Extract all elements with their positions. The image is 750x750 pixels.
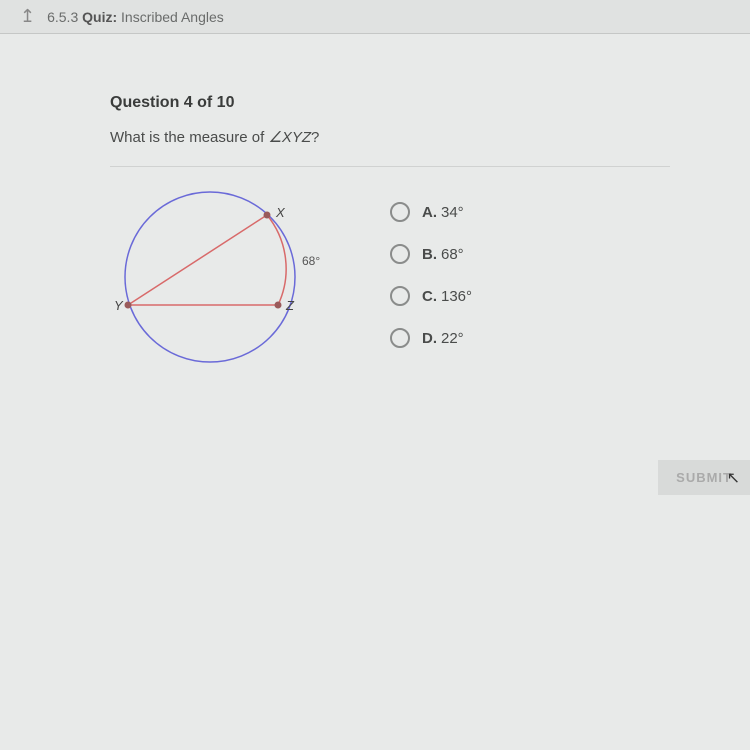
main-row: X Y Z 68° A.34° B.68° C.136° D.22°	[110, 177, 670, 377]
prompt-suffix: ?	[311, 129, 319, 146]
point-x	[264, 212, 271, 219]
radio-icon[interactable]	[390, 244, 410, 264]
option-text: 34°	[441, 204, 464, 221]
label-y: Y	[114, 298, 124, 313]
prompt-angle: ∠XYZ	[268, 129, 311, 146]
point-y	[125, 302, 132, 309]
radio-icon[interactable]	[390, 286, 410, 306]
option-text: 68°	[441, 246, 464, 263]
label-x: X	[275, 205, 286, 220]
arc-label: 68°	[302, 254, 320, 268]
diagram-svg: X Y Z 68°	[110, 177, 330, 377]
radio-icon[interactable]	[390, 328, 410, 348]
option-text: 136°	[441, 288, 472, 305]
question-content: Question 4 of 10 What is the measure of …	[0, 34, 750, 397]
quiz-label: Quiz:	[82, 9, 117, 25]
prompt-prefix: What is the measure of	[110, 129, 268, 146]
section-number: 6.5.3	[47, 9, 78, 25]
back-icon[interactable]: ↥	[20, 6, 35, 27]
radio-icon[interactable]	[390, 202, 410, 222]
question-prompt: What is the measure of ∠XYZ?	[110, 128, 670, 146]
answer-options: A.34° B.68° C.136° D.22°	[390, 177, 472, 348]
point-z	[275, 302, 282, 309]
option-c[interactable]: C.136°	[390, 286, 472, 306]
option-letter: C.	[422, 288, 437, 305]
arc-xz	[267, 215, 286, 305]
header-text: 6.5.3 Quiz: Inscribed Angles	[47, 9, 224, 25]
label-z: Z	[285, 298, 295, 313]
option-letter: A.	[422, 204, 437, 221]
option-text: 22°	[441, 330, 464, 347]
option-d[interactable]: D.22°	[390, 328, 472, 348]
option-letter: B.	[422, 246, 437, 263]
quiz-title: Inscribed Angles	[121, 9, 224, 25]
option-b[interactable]: B.68°	[390, 244, 472, 264]
question-number: Question 4 of 10	[110, 94, 670, 112]
option-letter: D.	[422, 330, 437, 347]
cursor-icon: ↖	[727, 468, 740, 488]
circle-diagram: X Y Z 68°	[110, 177, 330, 377]
quiz-header: ↥ 6.5.3 Quiz: Inscribed Angles	[0, 0, 750, 34]
line-yx	[128, 215, 267, 305]
divider	[110, 166, 670, 167]
option-a[interactable]: A.34°	[390, 202, 472, 222]
